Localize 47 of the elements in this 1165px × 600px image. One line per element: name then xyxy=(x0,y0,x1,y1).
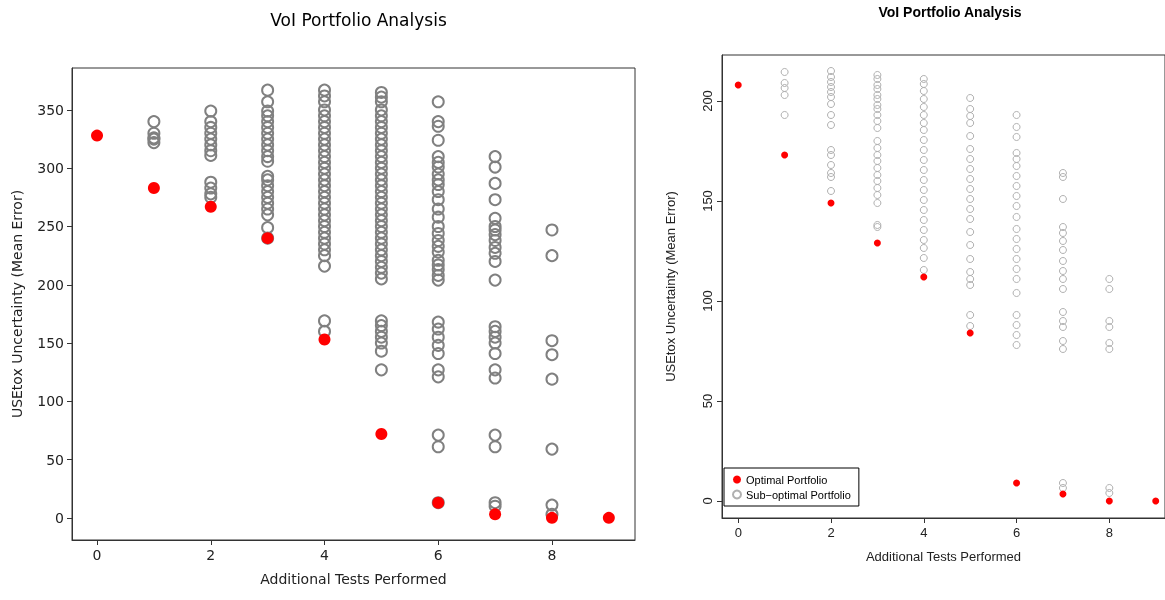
y-tick-label: 350 xyxy=(37,101,64,118)
y-tick-label: 200 xyxy=(700,90,715,112)
point xyxy=(545,511,558,524)
x-tick-label: 2 xyxy=(827,525,835,540)
y-tick-label: 0 xyxy=(55,509,64,526)
y-tick-label: 250 xyxy=(37,218,64,235)
point xyxy=(147,182,160,195)
legend-label: Optimal Portfolio xyxy=(746,473,828,486)
y-tick-label: 300 xyxy=(37,160,64,177)
x-tick-label: 6 xyxy=(433,547,443,563)
x-tick-label: 8 xyxy=(1105,525,1113,540)
x-axis-title: Additional Tests Performed xyxy=(865,549,1022,564)
x-tick-label: 4 xyxy=(920,525,928,540)
y-tick-label: 100 xyxy=(37,393,64,410)
point xyxy=(1105,497,1113,505)
y-tick-label: 0 xyxy=(700,497,715,505)
point xyxy=(375,427,388,440)
point xyxy=(602,511,615,524)
chart-title: VoI Portfolio Analysis xyxy=(878,4,1022,20)
point xyxy=(966,329,974,337)
x-tick-label: 2 xyxy=(206,547,216,563)
y-tick-label: 150 xyxy=(700,190,715,212)
x-tick-label: 8 xyxy=(547,547,557,563)
y-axis-title: USEtox Uncertainty (Mean Error) xyxy=(9,189,25,419)
point xyxy=(91,129,104,142)
y-tick-label: 100 xyxy=(700,290,715,312)
y-tick-label: 50 xyxy=(700,393,715,409)
x-tick-label: 6 xyxy=(1012,525,1021,540)
x-tick-label: 0 xyxy=(734,525,742,540)
point xyxy=(204,200,217,213)
point xyxy=(1152,497,1160,505)
y-tick-label: 200 xyxy=(37,276,64,293)
y-tick-label: 150 xyxy=(37,335,64,352)
point xyxy=(873,239,881,247)
point xyxy=(734,81,742,89)
x-tick-label: 0 xyxy=(92,547,102,563)
point xyxy=(1013,479,1021,487)
x-tick-label: 4 xyxy=(320,547,330,563)
chart-title: VoI Portfolio Analysis xyxy=(270,9,447,30)
point xyxy=(489,508,502,521)
legend-label: Sub−optimal Portfolio xyxy=(746,488,851,501)
y-tick-label: 50 xyxy=(46,451,64,468)
point xyxy=(781,151,789,159)
point xyxy=(318,333,331,346)
y-axis-title: USEtox Uncertainty (Mean Error) xyxy=(663,191,678,382)
point xyxy=(920,273,928,281)
x-axis-title: Additional Tests Performed xyxy=(260,571,447,587)
